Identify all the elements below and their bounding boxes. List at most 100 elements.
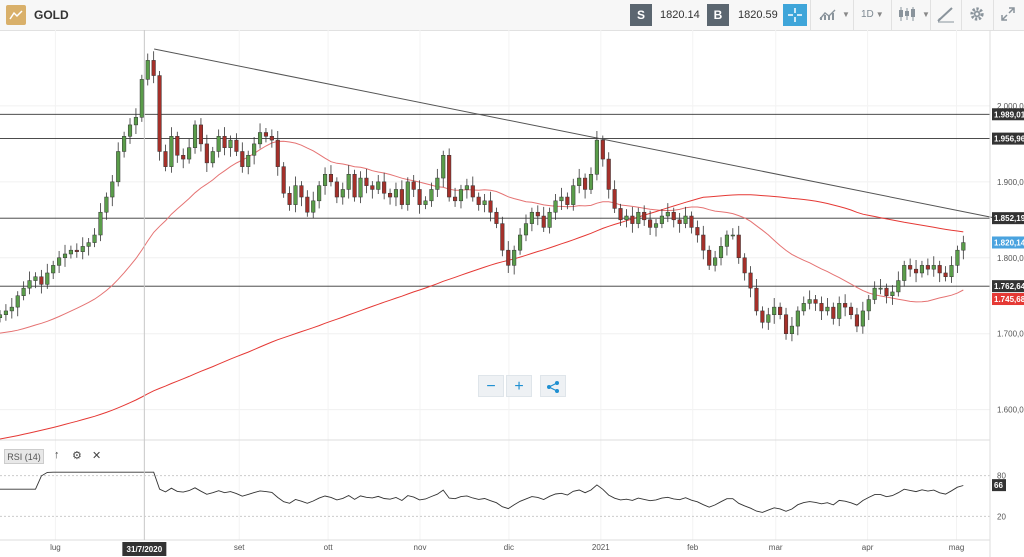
candle: [417, 189, 422, 205]
share-button[interactable]: [540, 375, 566, 397]
price-tick-label: 1.900,00: [997, 178, 1024, 187]
candle: [518, 234, 523, 251]
candle: [843, 303, 848, 308]
time-tick-label: 2021: [592, 543, 610, 552]
rsi-value-badge: [992, 479, 1006, 492]
rsi-tick-label: 80: [997, 472, 1006, 481]
time-tick-label: feb: [687, 543, 699, 552]
candle: [3, 310, 8, 315]
candle: [204, 143, 209, 164]
candle: [949, 265, 954, 278]
candle: [127, 124, 133, 137]
ma-short-line: [0, 140, 964, 334]
candle: [464, 185, 469, 190]
candle: [571, 185, 576, 205]
candle: [234, 139, 239, 152]
settings-button[interactable]: [968, 4, 986, 26]
price-badge: [992, 132, 1024, 145]
time-tick-label: ott: [324, 543, 334, 552]
candle: [376, 181, 381, 190]
candle: [252, 143, 257, 156]
rsi-line: [0, 471, 964, 513]
price-badge-label: 1.852,19: [994, 214, 1024, 223]
crosshair-icon: [788, 8, 802, 22]
candle: [671, 211, 676, 221]
candle: [281, 166, 286, 194]
candle: [659, 215, 664, 224]
candle: [937, 265, 942, 274]
candle: [547, 211, 552, 228]
candle: [388, 192, 393, 198]
time-tick-label: set: [234, 543, 245, 552]
candle: [364, 177, 369, 186]
candle: [0, 314, 3, 319]
candle: [488, 200, 493, 213]
candle: [535, 211, 540, 217]
candle: [429, 189, 434, 202]
candle: [878, 287, 883, 290]
candles-icon: [899, 7, 915, 22]
candle: [411, 181, 416, 190]
zoom-out-button[interactable]: −: [478, 375, 504, 397]
candles-button[interactable]: ▼: [898, 4, 930, 26]
buy-price: 1820.59: [738, 9, 778, 21]
candle: [317, 185, 322, 202]
candle: [896, 280, 901, 293]
candle: [393, 189, 399, 198]
candle: [854, 314, 859, 327]
crosshair-button[interactable]: [783, 4, 807, 26]
candle: [801, 303, 806, 312]
candle: [476, 196, 481, 205]
candle: [512, 249, 517, 266]
candle: [39, 276, 44, 285]
price-badge: [992, 280, 1024, 293]
candle: [287, 192, 292, 205]
candle: [866, 299, 871, 312]
rsi-label[interactable]: RSI (14): [4, 449, 44, 464]
drawing-tools-button[interactable]: [936, 4, 956, 26]
price-badge-label: 1.956,96: [994, 135, 1024, 144]
timeframe-label: 1D: [861, 9, 874, 20]
buy-button[interactable]: B: [707, 4, 729, 26]
gear-icon: [970, 7, 984, 21]
fullscreen-button[interactable]: [1000, 4, 1016, 26]
zoom-in-button[interactable]: +: [506, 375, 532, 397]
chart-type-icon: [819, 9, 836, 21]
price-tick-label: 2.000,00: [997, 102, 1024, 111]
candle: [943, 272, 948, 278]
price-badge-label: 1.762,64: [994, 282, 1024, 291]
candle: [181, 155, 186, 160]
candle: [305, 196, 310, 213]
chart-type-button[interactable]: ▼: [818, 4, 850, 26]
candle: [210, 151, 215, 164]
candle: [263, 132, 268, 137]
drawing-icon: [937, 7, 954, 23]
gear-icon[interactable]: ⚙: [72, 450, 82, 462]
arrow-up-icon[interactable]: ↑: [54, 449, 60, 461]
candle: [925, 265, 930, 270]
candle: [713, 257, 718, 266]
candle: [62, 253, 68, 259]
price-badge-label: 1.745,68: [994, 295, 1024, 304]
candle: [9, 306, 14, 312]
candle: [813, 299, 818, 304]
timeframe-dropdown[interactable]: 1D ▼: [861, 4, 884, 26]
candle: [458, 189, 464, 202]
candle: [872, 287, 877, 300]
candle: [523, 223, 529, 236]
candle: [240, 151, 245, 167]
chevron-down-icon: ▼: [875, 10, 884, 19]
close-icon[interactable]: ✕: [92, 450, 102, 462]
candle: [346, 174, 351, 190]
candle: [860, 310, 865, 327]
candle: [606, 158, 611, 190]
price-badge: [992, 236, 1024, 249]
candle: [86, 242, 91, 247]
rsi-tick-label: 20: [997, 512, 1006, 521]
candle: [778, 306, 783, 315]
sell-button[interactable]: S: [630, 4, 652, 26]
candle: [707, 249, 712, 266]
candle: [51, 265, 56, 274]
candle: [588, 174, 594, 190]
